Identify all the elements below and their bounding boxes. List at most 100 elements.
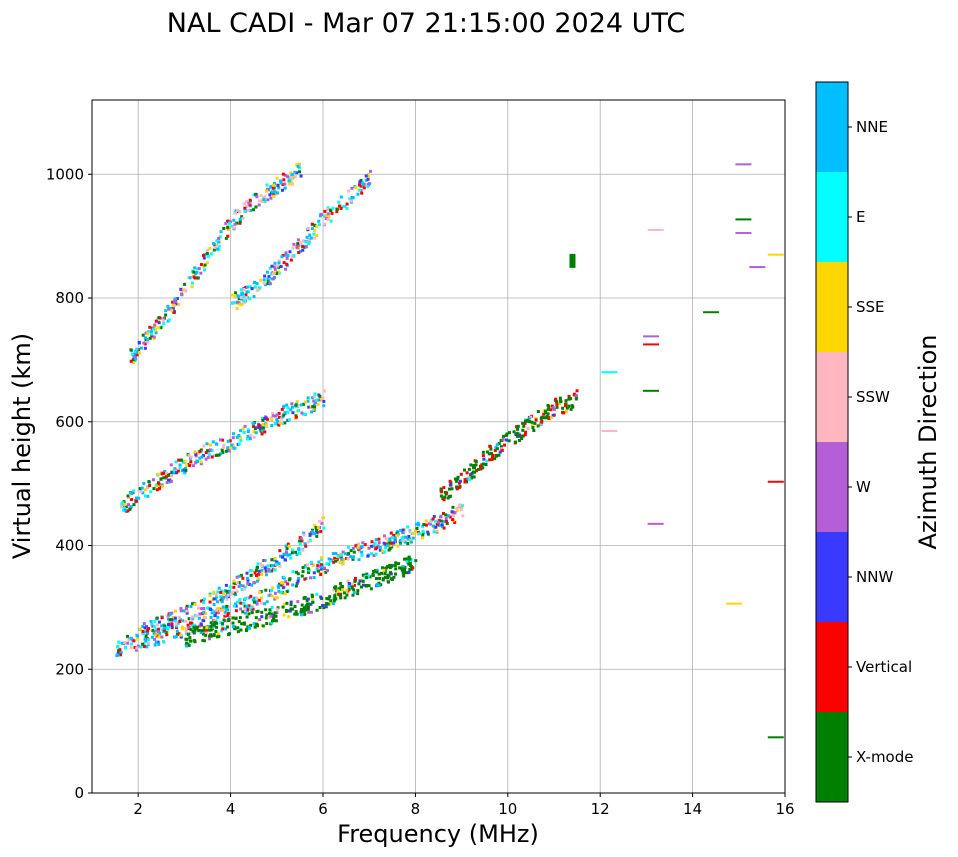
echo-point: [172, 299, 176, 303]
echo-point: [245, 571, 249, 575]
echo-point: [122, 506, 126, 510]
echo-point: [199, 271, 203, 275]
echo-point: [162, 321, 166, 325]
echo-point: [205, 442, 209, 446]
echo-point: [338, 581, 342, 585]
echo-point: [504, 433, 508, 437]
echo-point: [121, 504, 125, 508]
echo-point: [273, 190, 277, 194]
echo-point: [205, 606, 209, 610]
echo-point: [507, 439, 511, 443]
echo-point: [246, 581, 250, 585]
echo-point: [472, 464, 476, 468]
echo-point: [316, 526, 320, 530]
echo-point: [366, 185, 370, 189]
echo-point: [246, 428, 250, 432]
echo-point: [294, 403, 298, 407]
echo-point: [180, 292, 184, 296]
echo-point: [493, 448, 497, 452]
echo-point: [338, 560, 342, 564]
echo-point: [244, 296, 248, 300]
echo-point: [144, 634, 148, 638]
echo-point: [480, 463, 484, 467]
echo-point: [178, 463, 182, 467]
echo-point: [437, 523, 441, 527]
echo-point: [260, 200, 264, 204]
echo-point: [367, 546, 371, 550]
echo-point: [227, 221, 231, 225]
echo-point: [211, 609, 215, 613]
echo-point: [388, 565, 392, 569]
echo-point: [260, 596, 264, 600]
echo-point: [315, 530, 319, 534]
echo-point: [554, 397, 558, 401]
echo-point: [245, 576, 249, 580]
echo-point: [264, 588, 268, 592]
echo-point: [346, 557, 350, 561]
echo-point: [183, 459, 187, 463]
echo-point: [138, 627, 142, 631]
echo-point: [306, 399, 310, 403]
echo-point: [198, 624, 202, 628]
echo-point: [411, 536, 415, 540]
echo-point: [196, 276, 200, 280]
echo-point: [334, 593, 338, 597]
echo-point: [232, 604, 236, 608]
echo-point: [167, 622, 171, 626]
echo-point: [394, 567, 398, 571]
echo-point: [484, 462, 488, 466]
echo-point: [129, 505, 133, 509]
echo-point: [366, 173, 370, 177]
echo-point: [448, 515, 452, 519]
echo-point: [178, 618, 182, 622]
echo-point: [275, 413, 279, 417]
echo-point: [255, 282, 259, 286]
echo-point: [361, 583, 365, 587]
echo-point: [311, 396, 315, 400]
echo-point: [178, 619, 182, 623]
y-tick-label: 400: [55, 537, 84, 555]
echo-point: [180, 627, 184, 631]
echo-point: [238, 435, 242, 439]
echo-point: [440, 523, 444, 527]
echo-point: [272, 194, 276, 198]
echo-point: [313, 395, 317, 399]
echo-point: [371, 573, 375, 577]
echo-point: [162, 624, 166, 628]
echo-point: [283, 602, 287, 606]
echo-point: [179, 607, 183, 611]
echo-point: [169, 473, 173, 477]
echo-point: [377, 581, 381, 585]
echo-point: [270, 569, 274, 573]
echo-point: [375, 570, 379, 574]
echo-point: [237, 574, 241, 578]
echo-point: [570, 404, 574, 408]
echo-point: [523, 421, 527, 425]
echo-point: [327, 557, 331, 561]
echo-point: [222, 618, 226, 622]
echo-point: [339, 206, 343, 210]
echo-point: [420, 536, 424, 540]
echo-point: [280, 188, 284, 192]
echo-point: [249, 594, 253, 598]
echo-point: [266, 277, 270, 281]
echo-point: [290, 548, 294, 552]
echo-point: [290, 173, 294, 177]
echo-point: [259, 601, 263, 605]
echo-point: [255, 610, 259, 614]
echo-point: [233, 591, 237, 595]
echo-point: [391, 577, 395, 581]
echo-point: [128, 490, 132, 494]
echo-point: [252, 193, 256, 197]
echo-point: [266, 564, 270, 568]
echo-point: [296, 579, 300, 583]
echo-point: [395, 534, 399, 538]
echo-point: [233, 222, 237, 226]
echo-point: [238, 598, 242, 602]
echo-point: [155, 631, 159, 635]
echo-point: [415, 522, 419, 526]
echo-point: [301, 245, 305, 249]
echo-point: [267, 567, 271, 571]
echo-point: [300, 603, 304, 607]
echo-point: [531, 426, 535, 430]
